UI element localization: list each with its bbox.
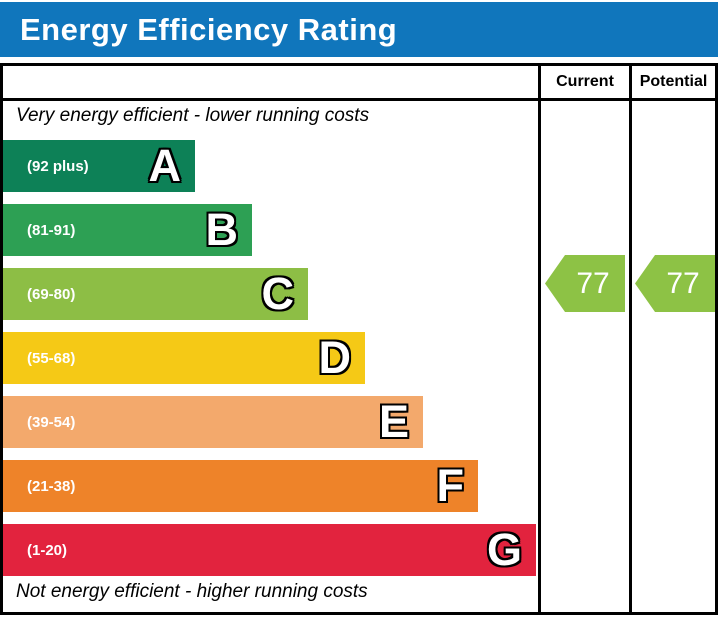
band-b-letter: B [205,204,239,255]
current-rating-value: 77 [576,266,610,300]
band-d-range-label: (55-68) [27,349,76,367]
band-f-bar: (21-38) F [3,460,478,512]
band-d-letter: D [318,332,352,383]
current-column-divider [538,66,541,612]
potential-column-divider [629,66,632,612]
bottom-caption: Not energy efficient - higher running co… [16,581,368,602]
band-b-bar: (81-91) B [3,204,252,256]
band-e-range-label: (39-54) [27,413,76,431]
band-g-letter: G [486,524,522,575]
band-f-letter: F [436,460,465,511]
current-column-header: Current [556,73,614,90]
band-d-bar: (55-68) D [3,332,365,384]
band-b-range-label: (81-91) [27,221,76,239]
band-a-letter: A [148,140,182,191]
band-c-letter: C [261,268,295,319]
page-title: Energy Efficiency Rating [20,11,398,47]
top-caption: Very energy efficient - lower running co… [16,105,370,126]
band-g-bar: (1-20) G [3,524,536,576]
band-g-range-label: (1-20) [27,541,68,559]
header-row-divider [3,98,715,101]
title-bar: Energy Efficiency Rating [0,2,718,57]
potential-rating-value: 77 [666,266,700,300]
band-c-bar: (69-80) C [3,268,308,320]
band-e-bar: (39-54) E [3,396,423,448]
band-f-range-label: (21-38) [27,477,76,495]
potential-column-header: Potential [639,73,708,90]
band-c-range-label: (69-80) [27,285,76,303]
band-a-bar: (92 plus) A [3,140,195,192]
band-a-range-label: (92 plus) [27,157,89,175]
band-e-letter: E [378,396,409,447]
